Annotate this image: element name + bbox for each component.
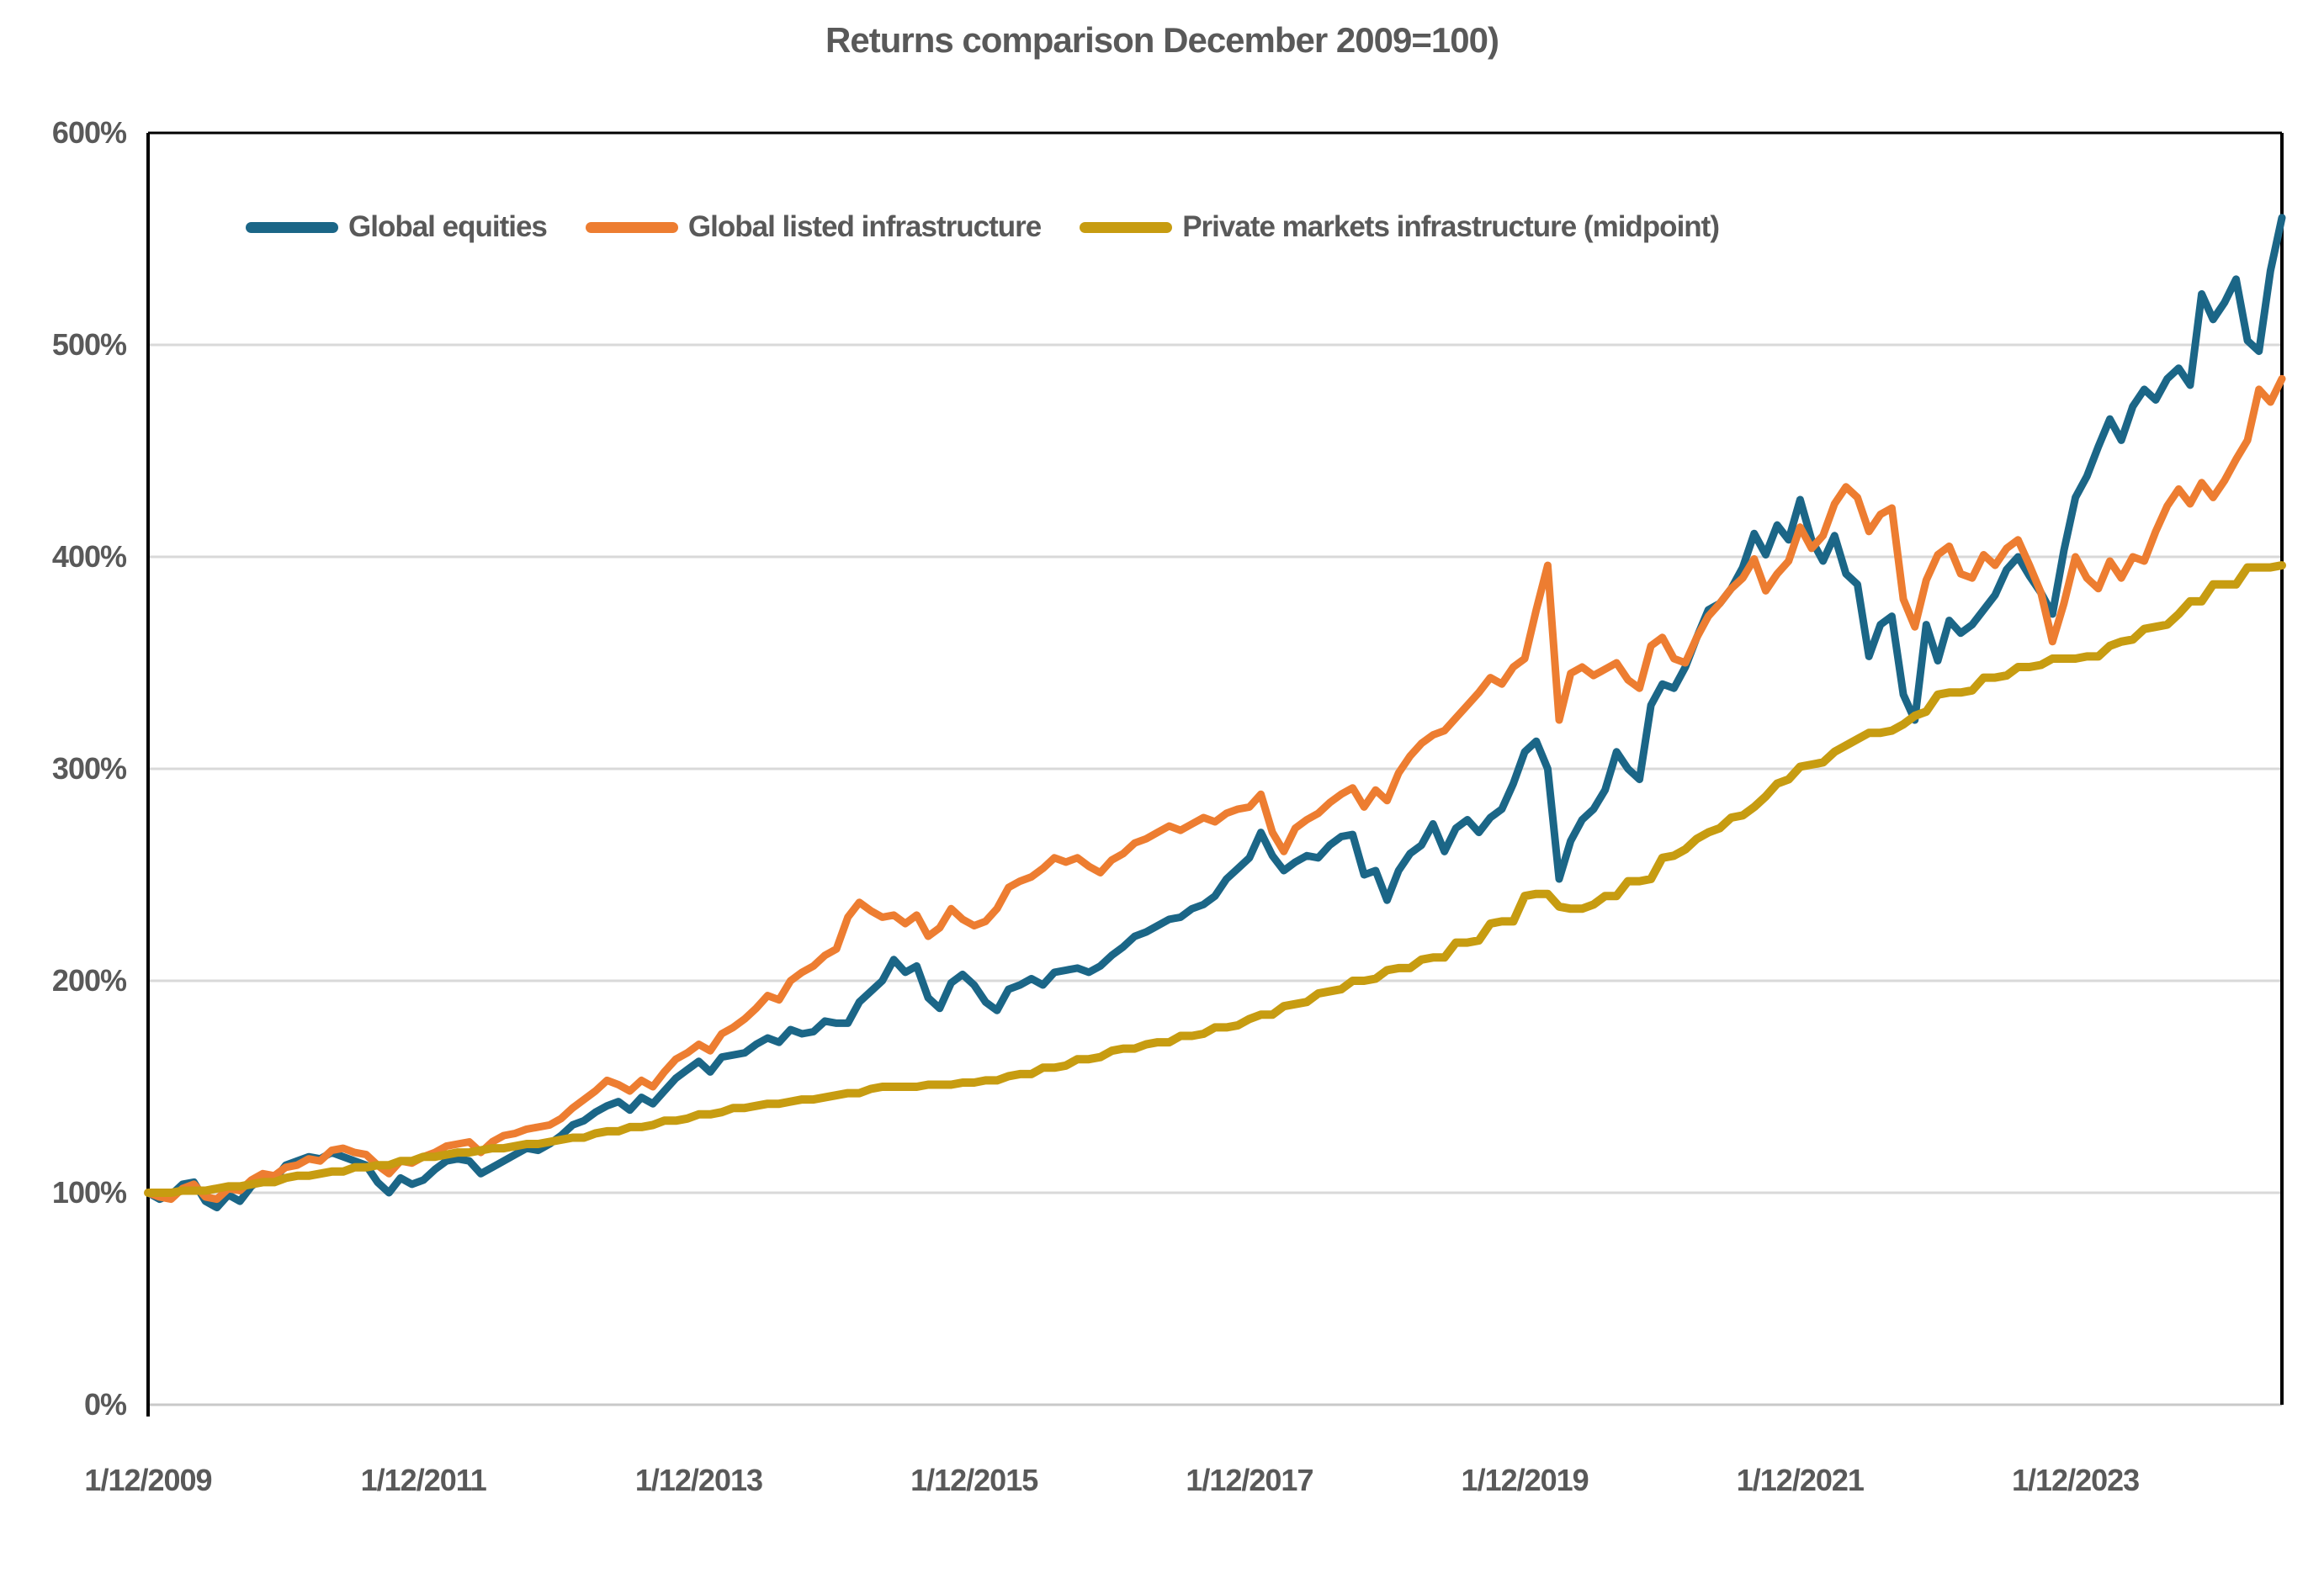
y-tick-label-300%: 300% — [51, 751, 127, 786]
x-tick-label-1-12-2023: 1/12/2023 — [2012, 1463, 2140, 1497]
series-line-global-listed-infrastructure — [144, 374, 2286, 1204]
legend-label: Private markets infrastructure (midpoint… — [1182, 210, 1720, 243]
x-tick-label-1-12-2011: 1/12/2011 — [360, 1463, 487, 1497]
series-line-private-markets-infrastructure-midpoint- — [144, 561, 2286, 1197]
y-tick-label-500%: 500% — [51, 327, 127, 362]
legend-label: Global equities — [348, 210, 548, 243]
x-tick-label-1-12-2015: 1/12/2015 — [910, 1463, 1038, 1497]
y-tick-label-100%: 100% — [51, 1175, 127, 1210]
x-tick-label-1-12-2009: 1/12/2009 — [84, 1463, 212, 1497]
legend-swatch-icon — [1080, 221, 1173, 233]
legend-item-private-markets-infrastructure-midpoint-: Private markets infrastructure (midpoint… — [1080, 210, 1720, 244]
chart-title: Returns comparison December 2009=100) — [825, 20, 1499, 60]
legend-label: Global listed infrastructure — [687, 210, 1042, 243]
y-tick-label-200%: 200% — [51, 963, 127, 998]
y-tick-label-600%: 600% — [51, 115, 127, 150]
legend-swatch-icon — [246, 221, 338, 233]
y-tick-label-0%: 0% — [83, 1387, 127, 1422]
legend-item-global-equities: Global equities — [246, 210, 548, 244]
chart-legend: Global equities Global listed infrastruct… — [246, 210, 1720, 244]
x-tick-label-1-12-2013: 1/12/2013 — [634, 1463, 763, 1497]
legend-item-global-listed-infrastructure: Global listed infrastructure — [585, 210, 1042, 244]
x-tick-label-1-12-2019: 1/12/2019 — [1461, 1463, 1589, 1497]
x-tick-label-1-12-2017: 1/12/2017 — [1186, 1463, 1313, 1497]
series-line-global-equities — [144, 214, 2286, 1212]
legend-swatch-icon — [585, 221, 678, 233]
x-tick-label-1-12-2021: 1/12/2021 — [1736, 1463, 1865, 1497]
y-tick-label-400%: 400% — [51, 539, 127, 574]
